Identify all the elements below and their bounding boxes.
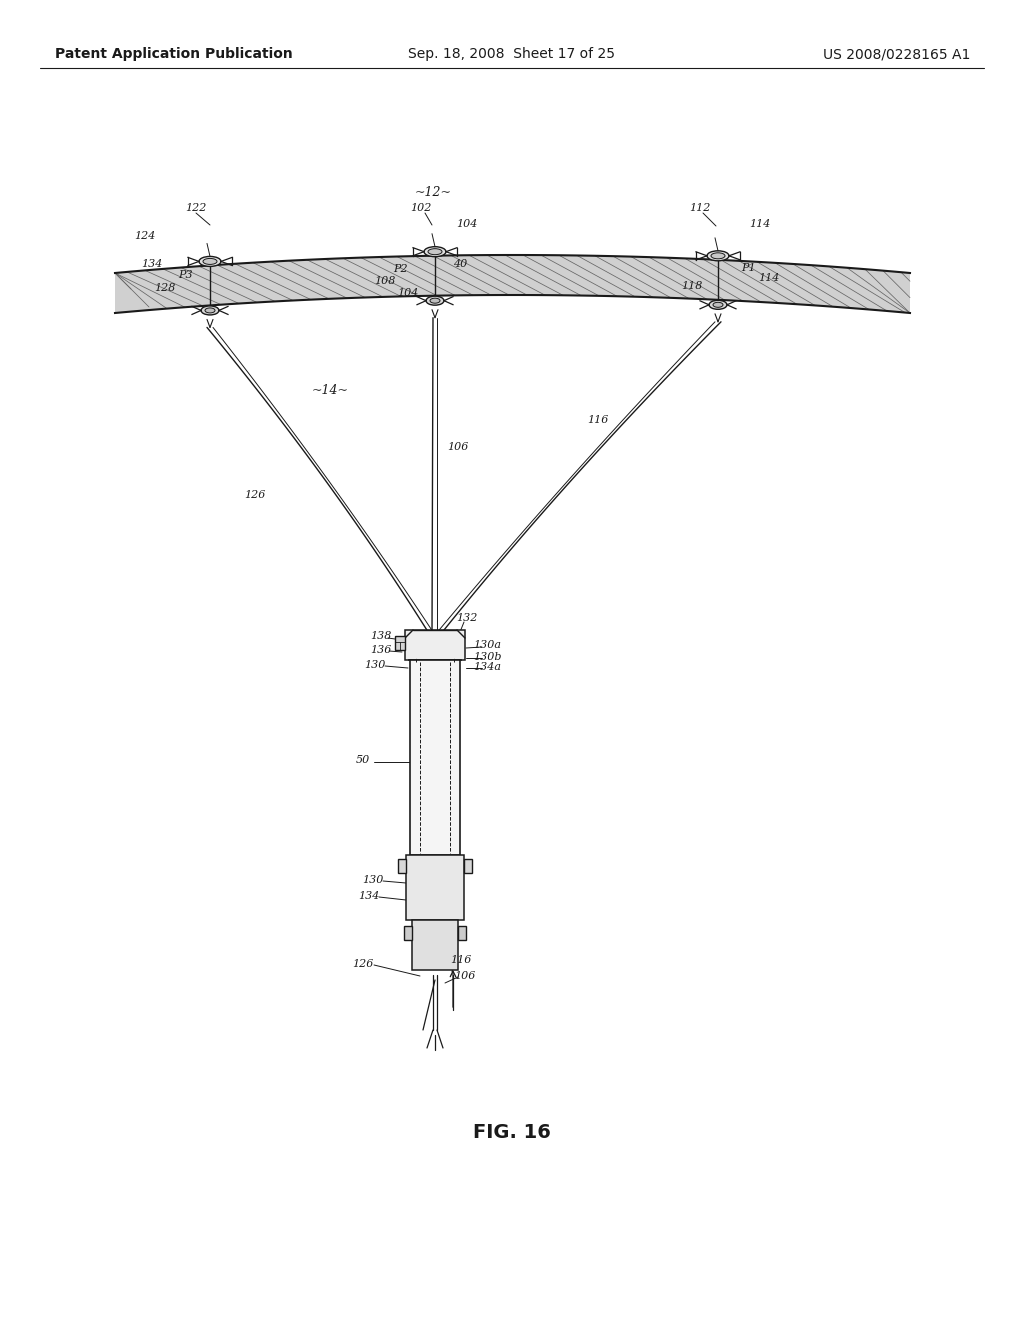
Text: 40: 40: [453, 259, 467, 269]
Ellipse shape: [203, 259, 217, 264]
Text: 136: 136: [371, 645, 392, 655]
Text: ~14~: ~14~: [311, 384, 348, 396]
Text: 130: 130: [362, 875, 384, 884]
Text: 116: 116: [588, 414, 608, 425]
Text: 50: 50: [356, 755, 370, 766]
Text: 126: 126: [245, 490, 265, 500]
Text: 134a: 134a: [473, 663, 501, 672]
Text: 118: 118: [681, 281, 702, 290]
Text: 130a: 130a: [473, 640, 501, 649]
Bar: [395, 636, 406, 649]
Text: P1: P1: [740, 263, 756, 273]
Polygon shape: [115, 255, 910, 313]
Ellipse shape: [205, 308, 215, 313]
Bar: [464, 859, 472, 873]
Text: 106: 106: [447, 442, 469, 451]
Text: 112: 112: [689, 203, 711, 213]
Text: 138: 138: [371, 631, 392, 642]
Bar: [398, 859, 406, 873]
Text: Patent Application Publication: Patent Application Publication: [55, 48, 293, 61]
Ellipse shape: [709, 301, 727, 309]
Ellipse shape: [711, 253, 725, 259]
Text: 114: 114: [750, 219, 771, 228]
Text: P2: P2: [392, 264, 408, 275]
Text: 130b: 130b: [473, 652, 502, 663]
Ellipse shape: [199, 256, 221, 267]
Bar: [406, 630, 465, 660]
Text: 104: 104: [397, 288, 419, 298]
Bar: [404, 927, 412, 940]
Ellipse shape: [707, 251, 729, 261]
Text: 104: 104: [457, 219, 477, 228]
Text: FIG. 16: FIG. 16: [473, 1123, 551, 1143]
Text: 134: 134: [358, 891, 380, 902]
Text: 128: 128: [155, 282, 176, 293]
Bar: [406, 855, 464, 920]
Text: P3: P3: [178, 271, 193, 280]
Text: 126: 126: [352, 960, 374, 969]
Text: 114: 114: [759, 273, 779, 282]
Text: US 2008/0228165 A1: US 2008/0228165 A1: [822, 48, 970, 61]
Text: 106: 106: [455, 972, 476, 981]
Bar: [412, 920, 458, 970]
Text: 122: 122: [185, 203, 207, 213]
Text: 102: 102: [411, 203, 432, 213]
Text: Sep. 18, 2008  Sheet 17 of 25: Sep. 18, 2008 Sheet 17 of 25: [409, 48, 615, 61]
Ellipse shape: [426, 296, 444, 305]
Ellipse shape: [201, 306, 219, 315]
Text: 124: 124: [134, 231, 156, 242]
Text: 108: 108: [375, 276, 395, 286]
Text: 134: 134: [141, 259, 163, 269]
Ellipse shape: [430, 298, 440, 304]
Text: 132: 132: [457, 612, 477, 623]
Bar: [458, 927, 466, 940]
Bar: [410, 660, 460, 855]
Ellipse shape: [424, 247, 446, 256]
Ellipse shape: [428, 248, 442, 255]
Ellipse shape: [713, 302, 723, 308]
Text: 116: 116: [451, 954, 472, 965]
Text: ~12~: ~12~: [415, 186, 452, 198]
Text: 130: 130: [365, 660, 386, 671]
